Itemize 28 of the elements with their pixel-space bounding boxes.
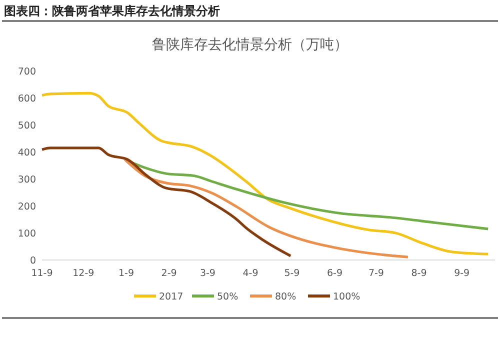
x-tick-label: 5-9 <box>284 268 300 279</box>
x-tick-label: 1-9 <box>118 268 134 279</box>
y-tick-label: 400 <box>18 147 36 158</box>
x-tick-label: 2-9 <box>161 268 177 279</box>
legend-label: 2017 <box>159 291 184 302</box>
y-tick-label: 500 <box>18 120 36 132</box>
legend-label: 50% <box>217 291 238 302</box>
y-tick-label: 700 <box>18 66 36 78</box>
x-tick-label: 6-9 <box>327 268 343 279</box>
x-tick-label: 7-9 <box>368 268 384 279</box>
x-tick-label: 11-9 <box>31 268 53 279</box>
line-series <box>124 158 410 258</box>
legend-label: 80% <box>275 291 296 302</box>
line-series <box>40 146 292 258</box>
y-tick-label: 0 <box>30 255 36 266</box>
x-tick-label: 9-9 <box>454 268 470 279</box>
x-tick-label: 4-9 <box>242 268 258 279</box>
line-series <box>40 92 490 256</box>
legend-label: 100% <box>333 291 360 302</box>
y-tick-label: 200 <box>18 201 36 212</box>
chart-subtitle: 鲁陕库存去化情景分析（万吨） <box>152 37 348 53</box>
x-tick-label: 8-9 <box>411 268 427 279</box>
y-tick-label: 300 <box>18 174 36 186</box>
x-tick-label: 12-9 <box>72 268 94 279</box>
chart-title: 图表四：陕鲁两省苹果库存去化情景分析 <box>4 4 220 18</box>
y-tick-label: 100 <box>18 228 36 240</box>
y-tick-label: 600 <box>18 93 36 104</box>
x-tick-label: 3-9 <box>200 268 216 279</box>
